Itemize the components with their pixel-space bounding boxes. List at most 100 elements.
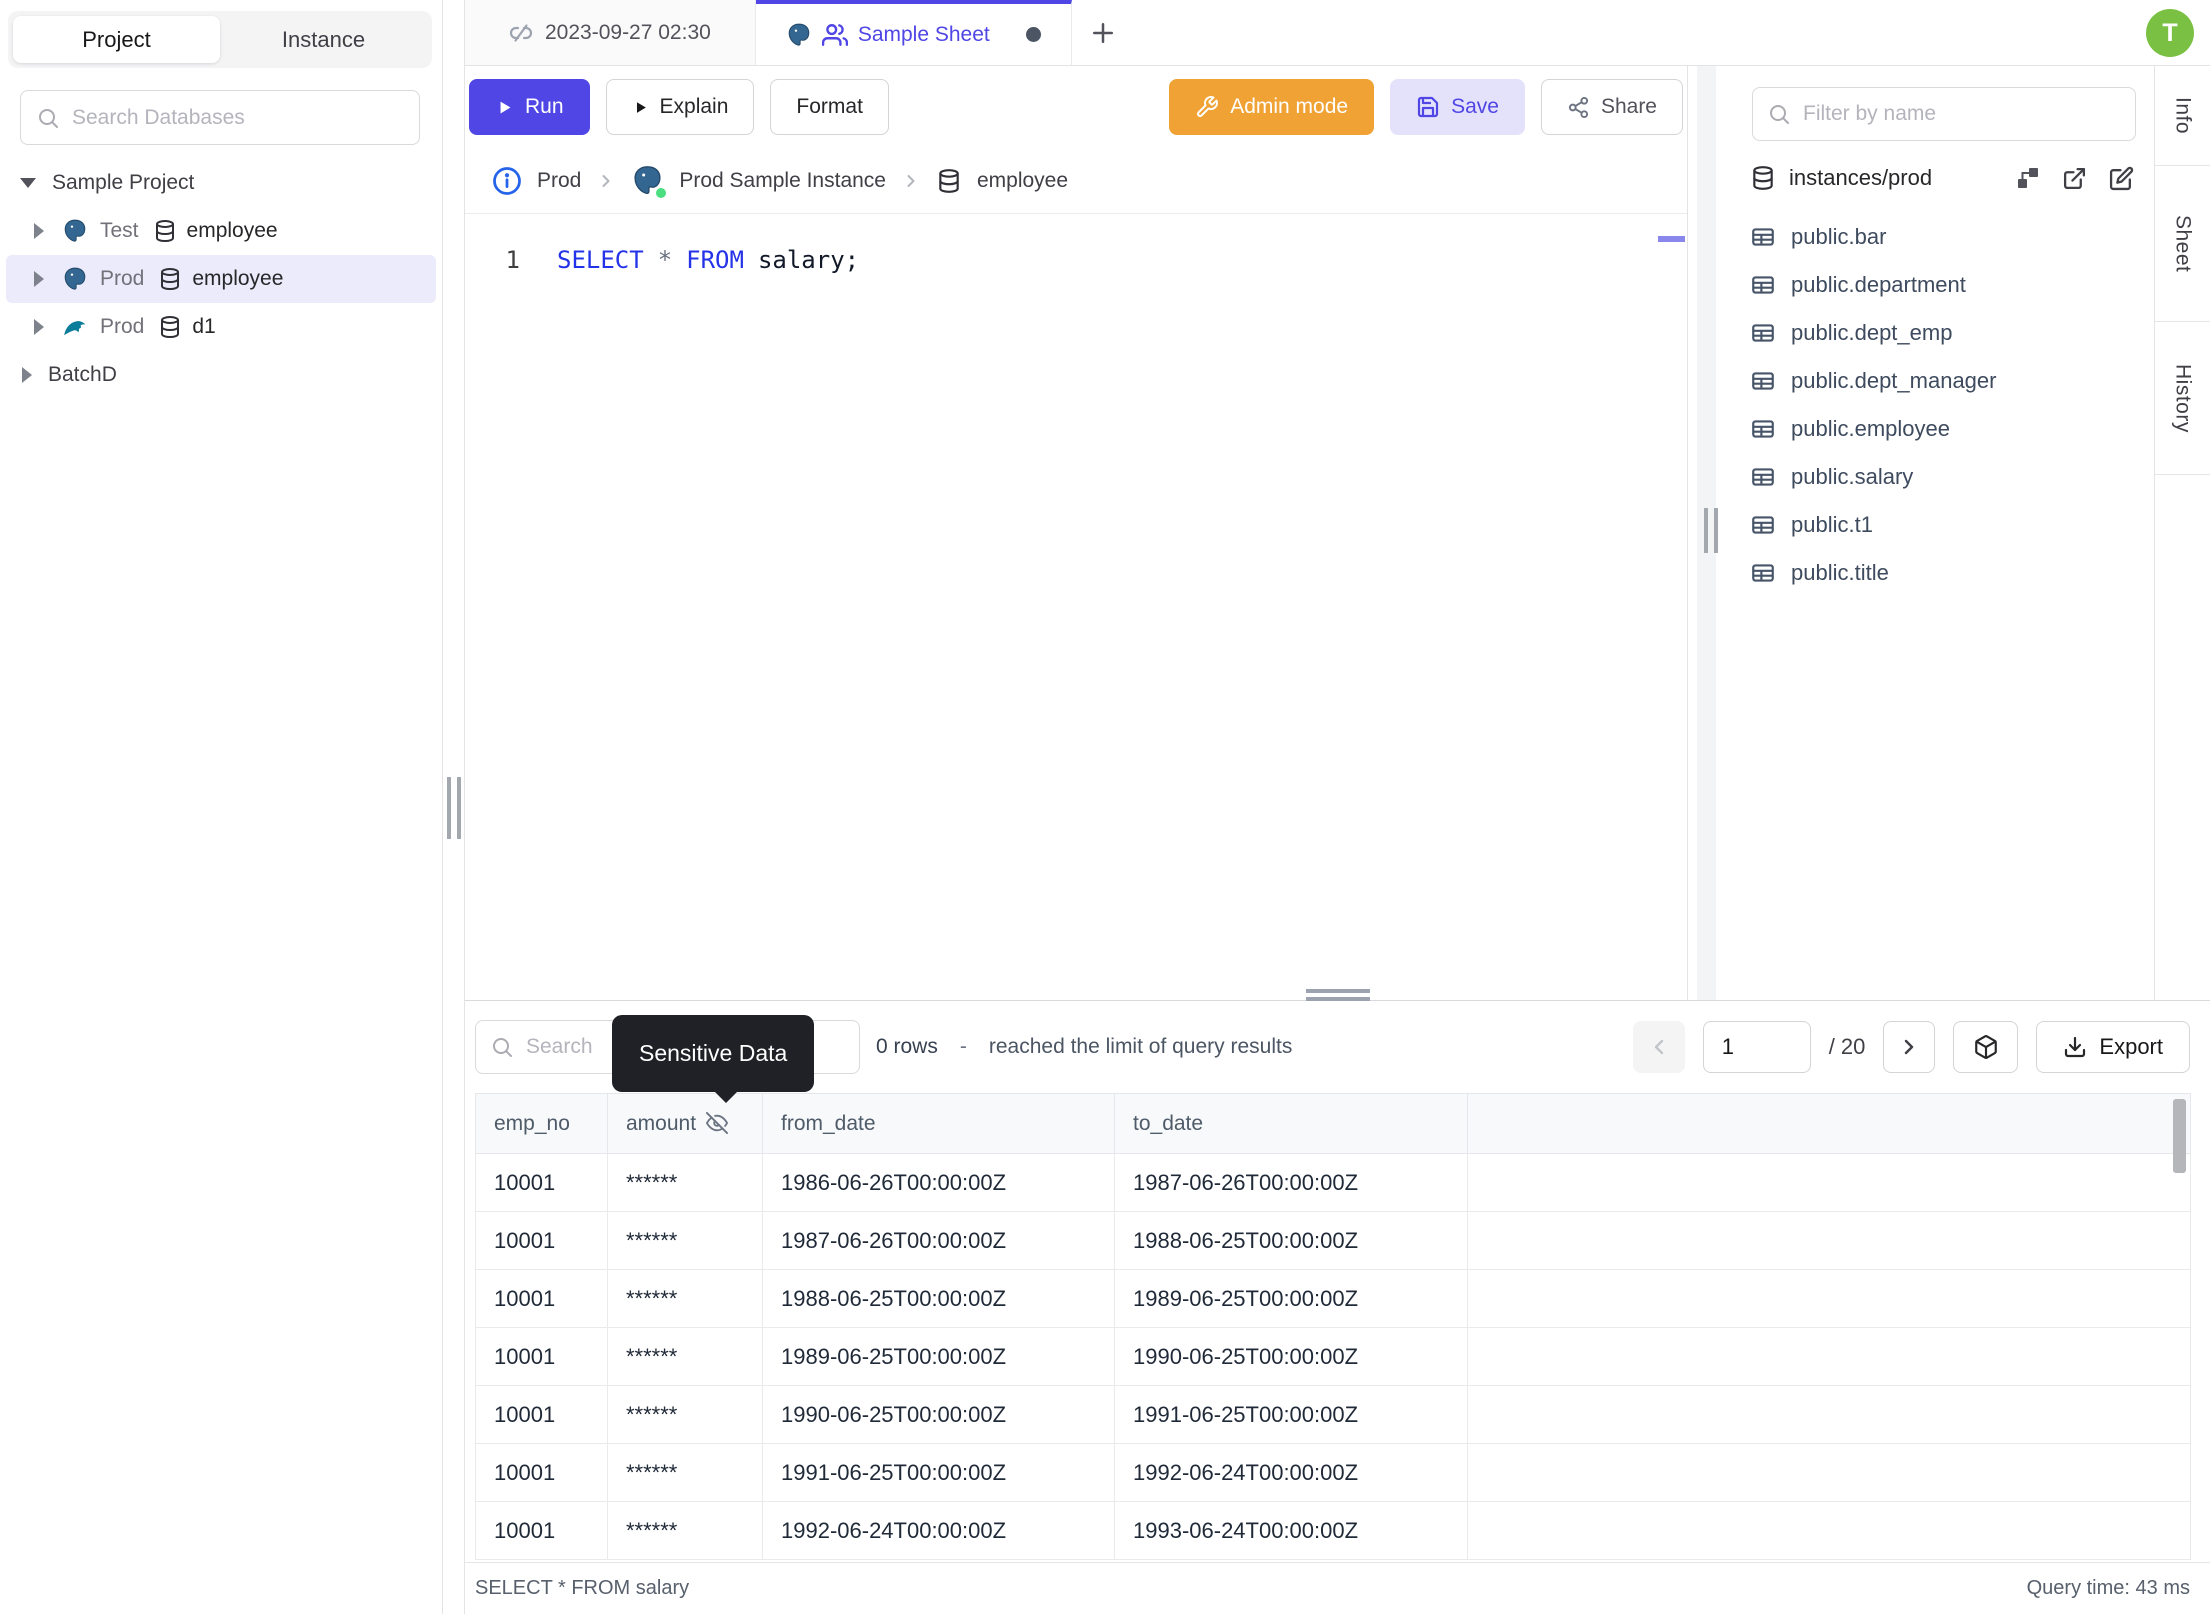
tree-node-batchd[interactable]: BatchD	[0, 351, 442, 399]
cell[interactable]: 1990-06-25T00:00:00Z	[762, 1385, 1115, 1444]
cell[interactable]: 10001	[475, 1269, 608, 1328]
cell[interactable]: 1992-06-24T00:00:00Z	[1114, 1443, 1468, 1502]
editor-pane: Run Explain Format Admin mode	[465, 66, 1688, 1000]
admin-mode-button[interactable]: Admin mode	[1169, 79, 1375, 135]
rows-info: 0 rows - reached the limit of query resu…	[876, 1035, 1292, 1059]
table-item[interactable]: public.dept_emp	[1734, 309, 2154, 357]
cell[interactable]: 1991-06-25T00:00:00Z	[1114, 1385, 1468, 1444]
cell-masked[interactable]: ******	[607, 1269, 763, 1328]
table-icon	[1750, 368, 1776, 394]
cell[interactable]: 10001	[475, 1385, 608, 1444]
info-icon[interactable]	[492, 166, 522, 196]
database-icon	[158, 267, 182, 291]
run-button[interactable]: Run	[469, 79, 590, 135]
breadcrumb-database[interactable]: employee	[976, 168, 1069, 192]
cell[interactable]: 1992-06-24T00:00:00Z	[762, 1501, 1115, 1560]
page-input[interactable]	[1702, 1021, 1811, 1073]
save-button[interactable]: Save	[1390, 79, 1525, 135]
cell[interactable]: 1993-06-24T00:00:00Z	[1114, 1501, 1468, 1560]
chevron-right-icon	[596, 171, 616, 191]
cell-masked[interactable]: ******	[607, 1385, 763, 1444]
cell[interactable]: 10001	[475, 1211, 608, 1270]
table-icon	[1750, 272, 1776, 298]
cell-masked[interactable]: ******	[607, 1327, 763, 1386]
new-tab-button[interactable]	[1072, 0, 1134, 65]
table-item[interactable]: public.dept_manager	[1734, 357, 2154, 405]
sidebar-resize-handle[interactable]	[446, 777, 461, 839]
schema-diagram-button[interactable]	[2016, 166, 2040, 191]
cell-masked[interactable]: ******	[607, 1211, 763, 1270]
sql-editor[interactable]: 1 SELECT * FROM salary;	[465, 214, 1687, 1000]
database-search-input[interactable]	[72, 105, 404, 130]
cell-masked[interactable]: ******	[607, 1501, 763, 1560]
cell[interactable]: 10001	[475, 1327, 608, 1386]
table-name: public.employee	[1791, 416, 1950, 441]
explain-label: Explain	[659, 95, 729, 118]
visualize-button[interactable]	[1953, 1021, 2019, 1073]
share-button[interactable]: Share	[1540, 79, 1683, 135]
database-icon	[936, 168, 962, 194]
editor-toolbar: Run Explain Format Admin mode	[465, 66, 1687, 148]
users-icon	[822, 22, 848, 48]
tab-history[interactable]: History	[2155, 322, 2210, 475]
column-header-masked[interactable]: amount	[607, 1093, 763, 1154]
cell[interactable]: 1989-06-25T00:00:00Z	[762, 1327, 1115, 1386]
tree-node-prod-d1[interactable]: Prod d1	[0, 303, 442, 351]
cell[interactable]: 1989-06-25T00:00:00Z	[1114, 1269, 1468, 1328]
results-resize-handle[interactable]	[1305, 989, 1370, 1001]
tab-info[interactable]: Info	[2155, 66, 2210, 166]
results-scrollbar-thumb[interactable]	[2173, 1099, 2186, 1173]
cell[interactable]: 1991-06-25T00:00:00Z	[762, 1443, 1115, 1502]
tree-node-prod-employee[interactable]: Prod employee	[6, 255, 436, 303]
cell[interactable]: 1988-06-25T00:00:00Z	[762, 1269, 1115, 1328]
tab-sheet[interactable]: Sheet	[2155, 166, 2210, 322]
cell[interactable]: 1986-06-26T00:00:00Z	[762, 1153, 1115, 1212]
sheet-tab-unsaved[interactable]: 2023-09-27 02:30	[465, 0, 756, 65]
schema-resize-handle[interactable]	[1704, 508, 1718, 553]
tree-node-test-employee[interactable]: Test employee	[0, 207, 442, 255]
table-item[interactable]: public.employee	[1734, 405, 2154, 453]
tooltip-text: Sensitive Data	[639, 1040, 788, 1066]
table-item[interactable]: public.salary	[1734, 453, 2154, 501]
cell[interactable]: 1990-06-25T00:00:00Z	[1114, 1327, 1468, 1386]
share-icon	[1567, 96, 1590, 119]
column-header[interactable]: emp_no	[475, 1093, 608, 1154]
column-header[interactable]: from_date	[762, 1093, 1115, 1154]
cell-filler	[1467, 1327, 2191, 1386]
cell[interactable]: 10001	[475, 1153, 608, 1212]
cell[interactable]: 10001	[475, 1501, 608, 1560]
cell-masked[interactable]: ******	[607, 1153, 763, 1212]
tree-node-sample-project[interactable]: Sample Project	[0, 159, 442, 207]
table-item[interactable]: public.t1	[1734, 501, 2154, 549]
tab-project[interactable]: Project	[13, 16, 220, 63]
caret-right-icon	[34, 223, 44, 239]
tab-instance[interactable]: Instance	[281, 26, 366, 52]
breadcrumb-instance[interactable]: Prod Sample Instance	[679, 168, 886, 192]
export-button[interactable]: Export	[2036, 1021, 2190, 1073]
cell[interactable]: 1987-06-26T00:00:00Z	[762, 1211, 1115, 1270]
cell-filler	[1467, 1501, 2191, 1560]
database-actions	[2016, 166, 2134, 191]
sheet-tab-label: 2023-09-27 02:30	[545, 20, 711, 44]
sheet-tab-sample-sheet[interactable]: Sample Sheet	[755, 0, 1072, 65]
cell-masked[interactable]: ******	[607, 1443, 763, 1502]
format-button[interactable]: Format	[770, 79, 889, 135]
cell[interactable]: 10001	[475, 1443, 608, 1502]
table-item[interactable]: public.title	[1734, 549, 2154, 597]
avatar[interactable]: T	[2146, 9, 2194, 57]
external-link-button[interactable]	[2062, 166, 2087, 191]
eye-off-icon[interactable]	[706, 1112, 728, 1134]
next-page-button[interactable]	[1883, 1021, 1936, 1073]
admin-mode-label: Admin mode	[1230, 95, 1349, 118]
column-header[interactable]: to_date	[1114, 1093, 1468, 1154]
breadcrumb-environment[interactable]: Prod	[537, 168, 582, 192]
edit-schema-button[interactable]	[2109, 166, 2134, 191]
explain-button[interactable]: Explain	[605, 79, 755, 135]
table-filter-input[interactable]	[1803, 102, 2121, 126]
cell[interactable]: 1987-06-26T00:00:00Z	[1114, 1153, 1468, 1212]
cell[interactable]: 1988-06-25T00:00:00Z	[1114, 1211, 1468, 1270]
table-item[interactable]: public.department	[1734, 261, 2154, 309]
table-item[interactable]: public.bar	[1734, 213, 2154, 261]
table-list: public.bar public.department public.dept…	[1734, 213, 2154, 597]
prev-page-button[interactable]	[1632, 1021, 1685, 1073]
